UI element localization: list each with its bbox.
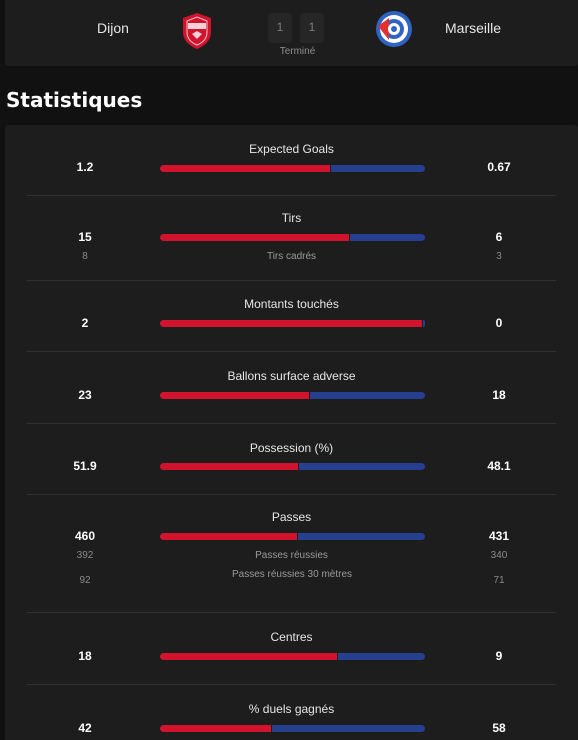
- stat-row: Passes 460 431 392 Passes réussies 340 9…: [27, 495, 556, 612]
- home-bar: [160, 234, 350, 241]
- stat-label: Montants touchés: [244, 297, 339, 311]
- stat-bar: [160, 392, 425, 399]
- home-stat-value: 2: [81, 316, 89, 330]
- marseille-crest-icon[interactable]: [375, 10, 413, 48]
- stat-row: Centres 18 9: [27, 613, 556, 683]
- away-bar: [331, 165, 425, 172]
- home-bar: [160, 533, 297, 540]
- stat-row: Montants touchés 2 0: [27, 281, 556, 351]
- stat-bar: [160, 463, 425, 470]
- away-substat-value: 3: [496, 251, 502, 262]
- home-stat-value: 460: [74, 529, 96, 543]
- home-stat-value: 18: [78, 649, 92, 663]
- stat-bar: [160, 725, 425, 732]
- row-divider: [27, 351, 556, 352]
- home-bar: [160, 653, 337, 660]
- home-bar: [160, 320, 423, 327]
- home-team-name[interactable]: Dijon: [97, 20, 129, 36]
- stat-label: % duels gagnés: [248, 702, 335, 716]
- away-bar: [298, 463, 425, 470]
- away-team-name[interactable]: Marseille: [445, 20, 502, 36]
- away-bar: [309, 392, 425, 399]
- away-bar: [297, 533, 425, 540]
- stat-bar: [160, 234, 425, 241]
- stat-label: Possession (%): [249, 441, 334, 455]
- stat-label: Passes: [271, 510, 312, 524]
- home-stat-value: 23: [78, 388, 92, 402]
- home-stat-value: 1.2: [76, 160, 94, 174]
- stat-row: Possession (%) 51.9 48.1: [27, 424, 556, 494]
- section-title: Statistiques: [6, 88, 143, 112]
- stat-label: Expected Goals: [249, 142, 334, 156]
- stat-row: Expected Goals 1.2 0.67: [27, 125, 556, 195]
- row-divider: [27, 494, 556, 495]
- away-stat-value: 431: [488, 529, 510, 543]
- away-substat-value: 340: [490, 550, 508, 561]
- home-stat-value: 51.9: [73, 459, 97, 473]
- stat-row: Tirs 15 6 8 Tirs cadrés 3: [27, 196, 556, 280]
- away-stat-value: 0.67: [487, 160, 511, 174]
- row-divider: [27, 612, 556, 613]
- row-divider: [27, 195, 556, 196]
- match-status: Terminé: [279, 46, 316, 57]
- away-stat-value: 9: [495, 649, 503, 663]
- substat-label: Passes réussies: [255, 550, 328, 561]
- stat-row: Ballons surface adverse 23 18: [27, 352, 556, 423]
- stat-row: % duels gagnés 42 58: [27, 685, 556, 740]
- home-substat-value: 392: [76, 550, 94, 561]
- row-divider: [27, 684, 556, 685]
- home-substat-value: 92: [79, 575, 91, 586]
- home-bar: [160, 725, 272, 732]
- substat-label: Passes réussies 30 mètres: [231, 569, 353, 580]
- away-stat-value: 48.1: [487, 459, 511, 473]
- away-bar: [272, 725, 425, 732]
- stat-bar: [160, 165, 425, 172]
- stat-bar: [160, 533, 425, 540]
- away-bar: [337, 653, 425, 660]
- away-stat-value: 58: [492, 721, 506, 735]
- home-bar: [160, 392, 309, 399]
- home-substat-value: 8: [82, 251, 88, 262]
- away-stat-value: 6: [495, 230, 503, 244]
- dijon-crest-icon[interactable]: [180, 12, 214, 50]
- stat-label: Tirs: [281, 211, 302, 225]
- match-header: Dijon 1 1 Terminé Marseille: [5, 0, 578, 66]
- away-stat-value: 18: [492, 388, 506, 402]
- home-stat-value: 42: [78, 721, 92, 735]
- home-score: 1: [268, 13, 292, 43]
- home-bar: [160, 165, 331, 172]
- home-bar: [160, 463, 298, 470]
- stat-label: Centres: [270, 630, 313, 644]
- stats-panel: Expected Goals 1.2 0.67 Tirs 15 6 8 Tirs…: [5, 125, 578, 740]
- substat-label: Tirs cadrés: [266, 251, 317, 262]
- stat-bar: [160, 320, 425, 327]
- away-substat-value: 71: [493, 575, 505, 586]
- away-bar: [423, 320, 425, 327]
- stat-label: Ballons surface adverse: [227, 369, 356, 383]
- away-stat-value: 0: [495, 316, 503, 330]
- home-stat-value: 15: [78, 230, 92, 244]
- away-score: 1: [300, 13, 324, 43]
- row-divider: [27, 423, 556, 424]
- stat-bar: [160, 653, 425, 660]
- row-divider: [27, 280, 556, 281]
- away-bar: [350, 234, 425, 241]
